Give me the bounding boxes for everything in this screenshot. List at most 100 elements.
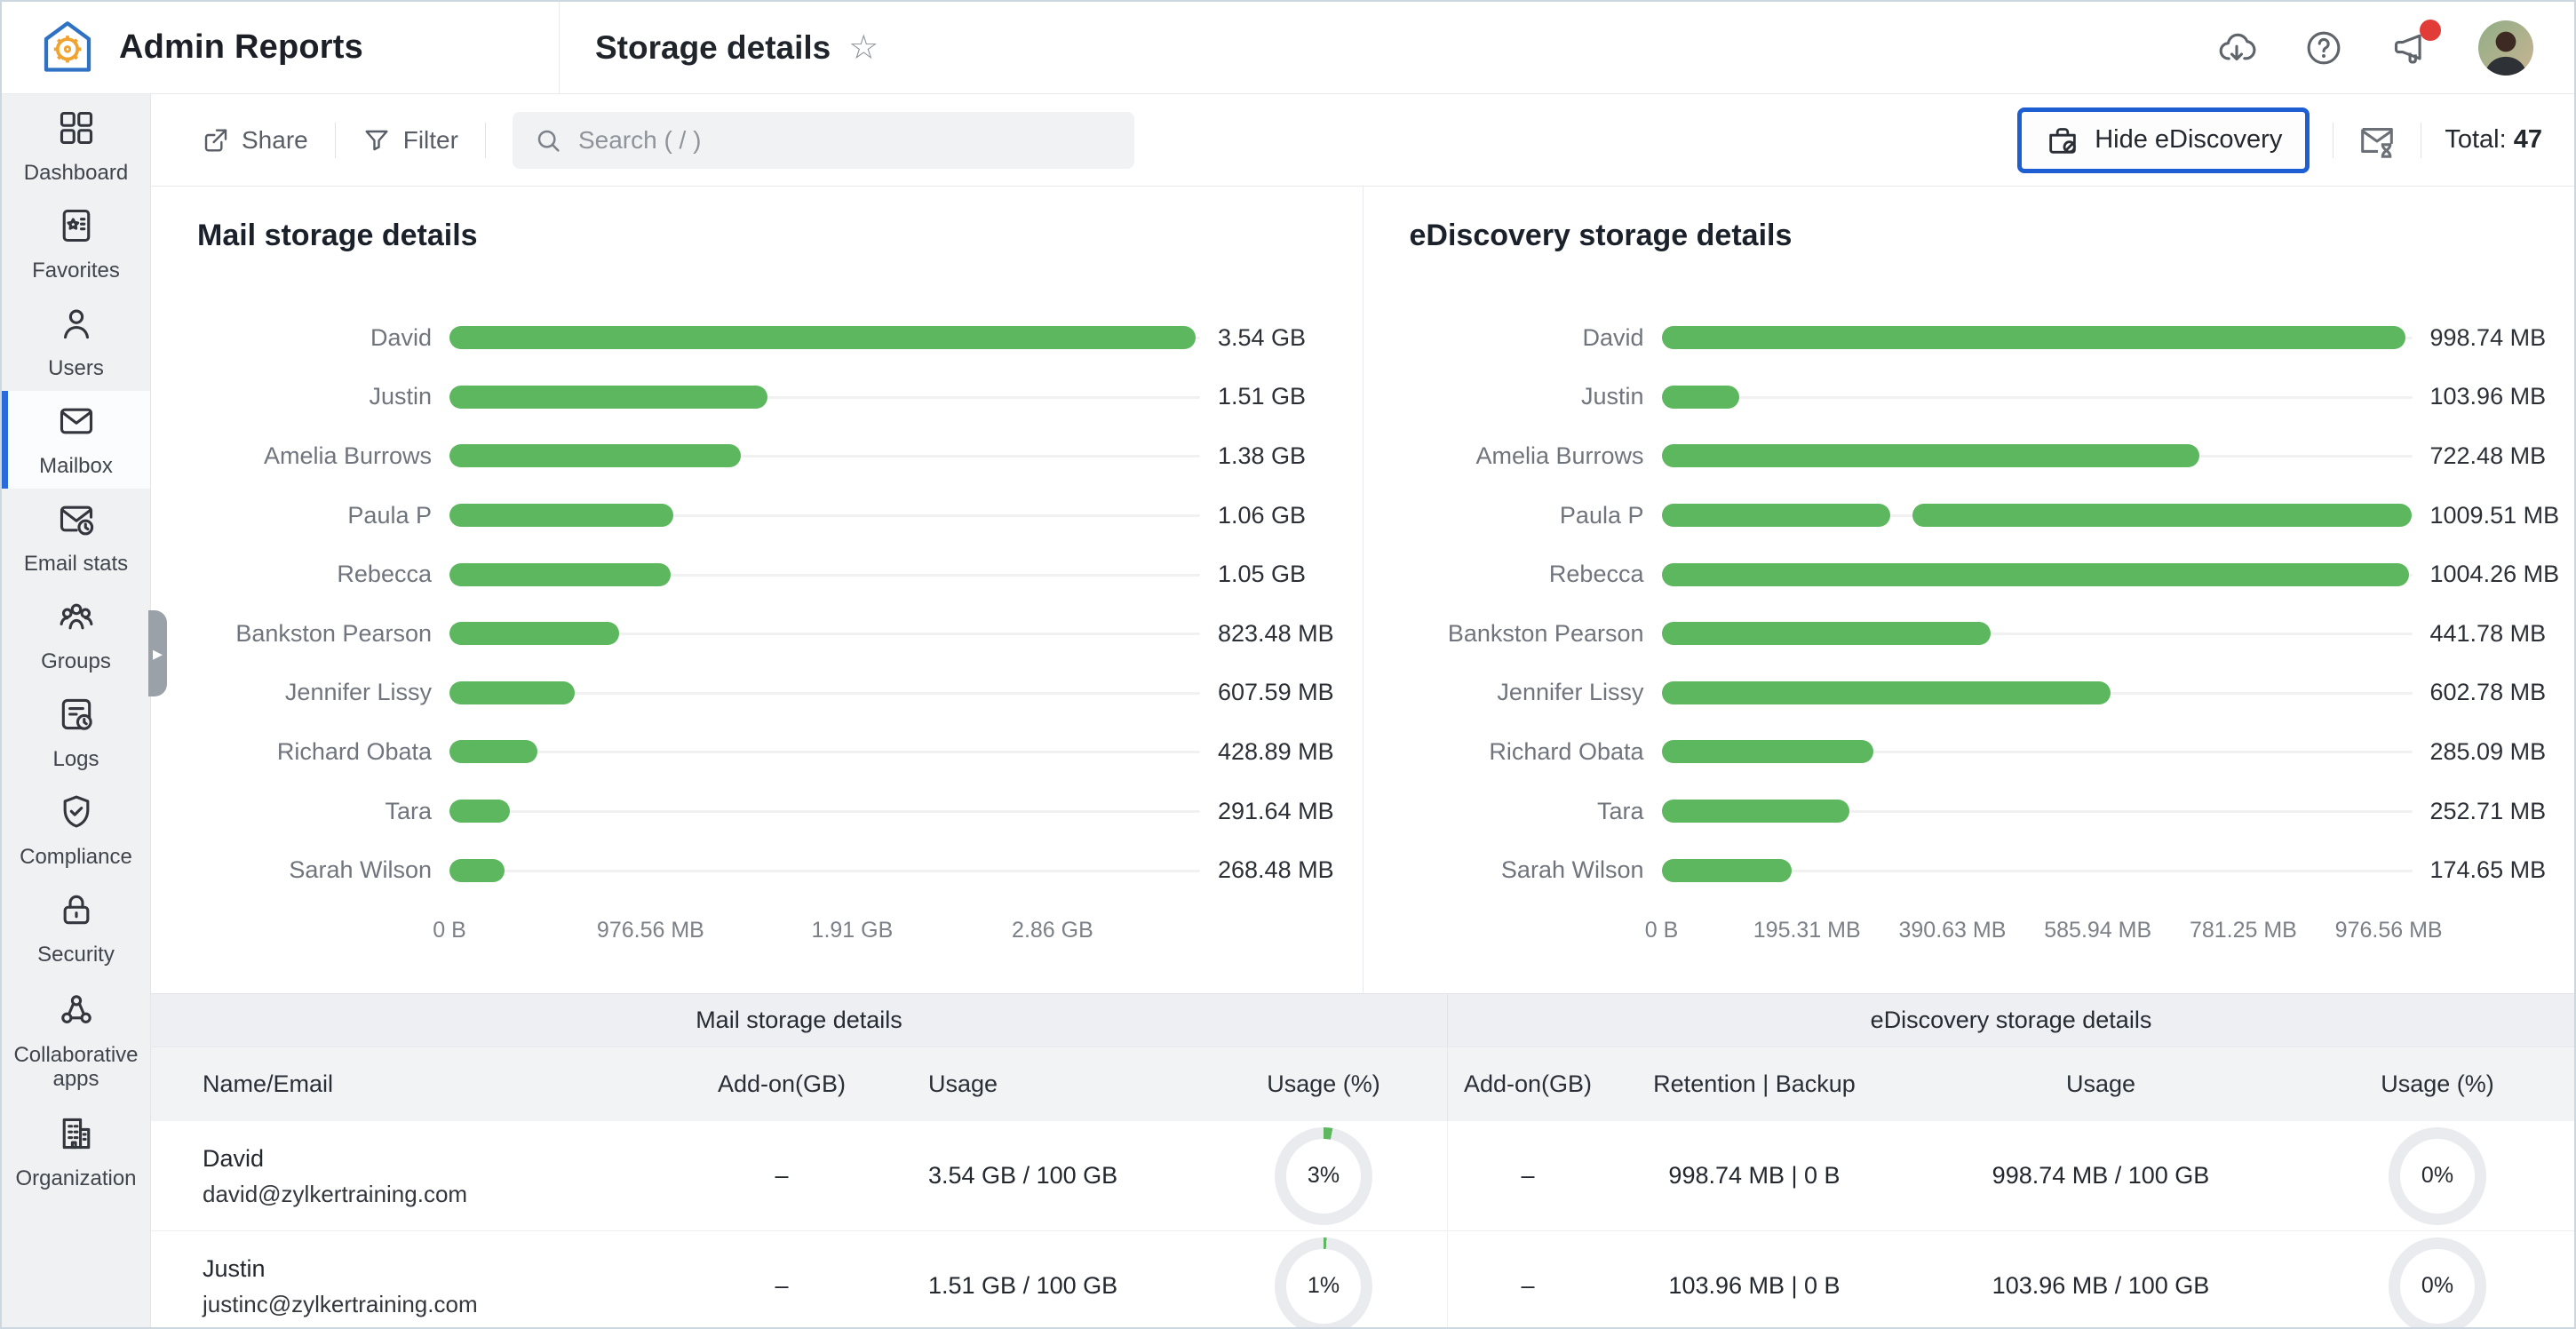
collaborative-apps-icon (57, 991, 96, 1035)
storage-bar[interactable] (449, 622, 619, 646)
sidebar-item-collaborative-apps[interactable]: Collaborative apps (2, 977, 150, 1103)
favorites-icon (57, 206, 96, 251)
chart-row: Jennifer Lissy 602.78 MB (1410, 664, 2575, 723)
mail-storage-chart: Mail storage details David 3.54 GB Justin 1… (151, 187, 1364, 993)
sidebar-item-organization[interactable]: Organization (2, 1103, 150, 1201)
sidebar-item-favorites[interactable]: Favorites (2, 195, 150, 293)
chart-category-label: Rebecca (1548, 561, 1644, 588)
storage-bar[interactable] (1661, 385, 1739, 409)
avatar[interactable] (2478, 20, 2533, 76)
chart-row: Richard Obata 285.09 MB (1410, 722, 2575, 782)
bar-value-label: 607.59 MB (1218, 679, 1334, 706)
axis-tick-label: 585.94 MB (2044, 917, 2152, 943)
favorite-star-icon[interactable]: ☆ (848, 28, 879, 67)
storage-bar[interactable] (1912, 504, 2413, 528)
security-icon (57, 890, 96, 935)
chart-x-axis: 0 B 195.31 MB 390.63 MB 585.94 MB 781.25 MB 9… (1410, 912, 2575, 951)
search-input[interactable] (577, 125, 1113, 155)
user-name: David (203, 1144, 265, 1172)
storage-bar[interactable] (449, 504, 673, 528)
chart-row: Bankston Pearson 823.48 MB (197, 604, 1363, 664)
sidebar-item-logs[interactable]: Logs (2, 684, 150, 782)
sidebar-item-security[interactable]: Security (2, 879, 150, 977)
cloud-download-icon[interactable] (2217, 28, 2256, 68)
bar-track (449, 443, 1200, 468)
chart-category-label: David (370, 323, 432, 351)
storage-bar[interactable] (1661, 800, 1850, 824)
storage-bar[interactable] (1661, 622, 1991, 646)
user-email: justinc@zylkertraining.com (203, 1290, 478, 1317)
bar-track (449, 621, 1200, 646)
mail-hourglass-icon[interactable] (2357, 120, 2397, 161)
axis-tick-label: 2.86 GB (1012, 917, 1093, 943)
col-usage-pct: Usage (%) (1267, 1070, 1380, 1097)
bar-track (1661, 739, 2413, 764)
chart-category-label: Sarah Wilson (1500, 856, 1644, 884)
search-box (512, 111, 1134, 169)
help-icon[interactable] (2304, 28, 2343, 68)
chart-row: Jennifer Lissy 607.59 MB (197, 664, 1363, 723)
chart-row: David 3.54 GB (197, 308, 1363, 368)
bar-track (1661, 799, 2413, 824)
storage-bar[interactable] (449, 444, 741, 468)
bar-track (449, 562, 1200, 587)
sidebar-item-groups[interactable]: Groups (2, 586, 150, 684)
storage-bar[interactable] (449, 858, 505, 882)
storage-bar[interactable] (449, 680, 575, 704)
storage-bar[interactable] (1661, 562, 2410, 586)
chart-title: eDiscovery storage details (1409, 219, 1793, 252)
storage-bar[interactable] (449, 740, 538, 764)
sidebar-item-mailbox[interactable]: Mailbox (2, 391, 150, 489)
storage-bar[interactable] (449, 562, 672, 586)
page-title-area: Storage details ☆ (560, 29, 879, 67)
table-row: Justin justinc@zylkertraining.com – 1.51 GB… (151, 1231, 2574, 1327)
sidebar-item-dashboard[interactable]: Dashboard (2, 98, 150, 195)
chart-x-axis: 0 B 976.56 MB 1.91 GB 2.86 GB (197, 912, 1363, 951)
sidebar-item-compliance[interactable]: Compliance (2, 782, 150, 879)
storage-bar[interactable] (449, 385, 768, 409)
storage-bar[interactable] (1661, 858, 1792, 882)
storage-bar[interactable] (449, 326, 1197, 350)
announcements-icon[interactable] (2391, 19, 2441, 68)
storage-bar[interactable] (1661, 680, 2111, 704)
col-addon: Add-on(GB) (1463, 1070, 1593, 1097)
email-stats-icon (57, 499, 96, 544)
storage-bar[interactable] (1661, 444, 2200, 468)
ediscovery-storage-chart: eDiscovery storage details David 998.74 M… (1364, 187, 2575, 993)
total-count: Total: 47 (2445, 125, 2542, 154)
sidebar-item-email-stats[interactable]: Email stats (2, 489, 150, 586)
mail-addon-value: – (775, 1162, 789, 1189)
bar-value-label: 1.05 GB (1218, 561, 1307, 588)
chart-category-label: David (1582, 323, 1644, 351)
axis-tick-label: 976.56 MB (2334, 917, 2443, 943)
chart-row: Tara 291.64 MB (197, 782, 1363, 841)
retention-backup-value: 998.74 MB | 0 B (1668, 1162, 1841, 1189)
hide-ediscovery-button[interactable]: Hide eDiscovery (2017, 107, 2310, 173)
storage-bar[interactable] (1661, 740, 1874, 764)
user-name-email: David david@zylkertraining.com (151, 1143, 702, 1209)
sidebar-item-label: Email stats (23, 552, 129, 576)
share-button[interactable]: Share (201, 126, 308, 155)
storage-bar[interactable] (1661, 504, 1891, 528)
bar-value-label: 428.89 MB (1218, 737, 1334, 765)
storage-bar[interactable] (1661, 326, 2405, 350)
bar-track (1661, 621, 2413, 646)
bar-track (449, 325, 1200, 350)
ediscovery-group-header: eDiscovery storage details (1870, 1007, 2152, 1033)
chart-category-label: Sarah Wilson (289, 856, 432, 884)
bar-value-label: 1.06 GB (1218, 501, 1307, 529)
sidebar-item-users[interactable]: Users (2, 293, 150, 391)
mailbox-icon (57, 402, 96, 446)
ediscovery-usage-value: 103.96 MB / 100 GB (1992, 1272, 2210, 1299)
usage-percent-label: 0% (2400, 1138, 2475, 1214)
filter-button[interactable]: Filter (362, 126, 458, 155)
storage-bar[interactable] (449, 800, 510, 824)
col-addon: Add-on(GB) (717, 1070, 847, 1097)
bar-value-label: 1009.51 MB (2429, 501, 2560, 529)
user-email: david@zylkertraining.com (203, 1180, 468, 1207)
sidebar-item-label: Collaborative apps (13, 1042, 139, 1091)
sidebar-collapse-handle[interactable]: ▸ (148, 610, 167, 696)
chart-category-label: Justin (369, 383, 432, 410)
brand-area: Admin Reports (2, 2, 560, 93)
share-icon (204, 128, 227, 152)
